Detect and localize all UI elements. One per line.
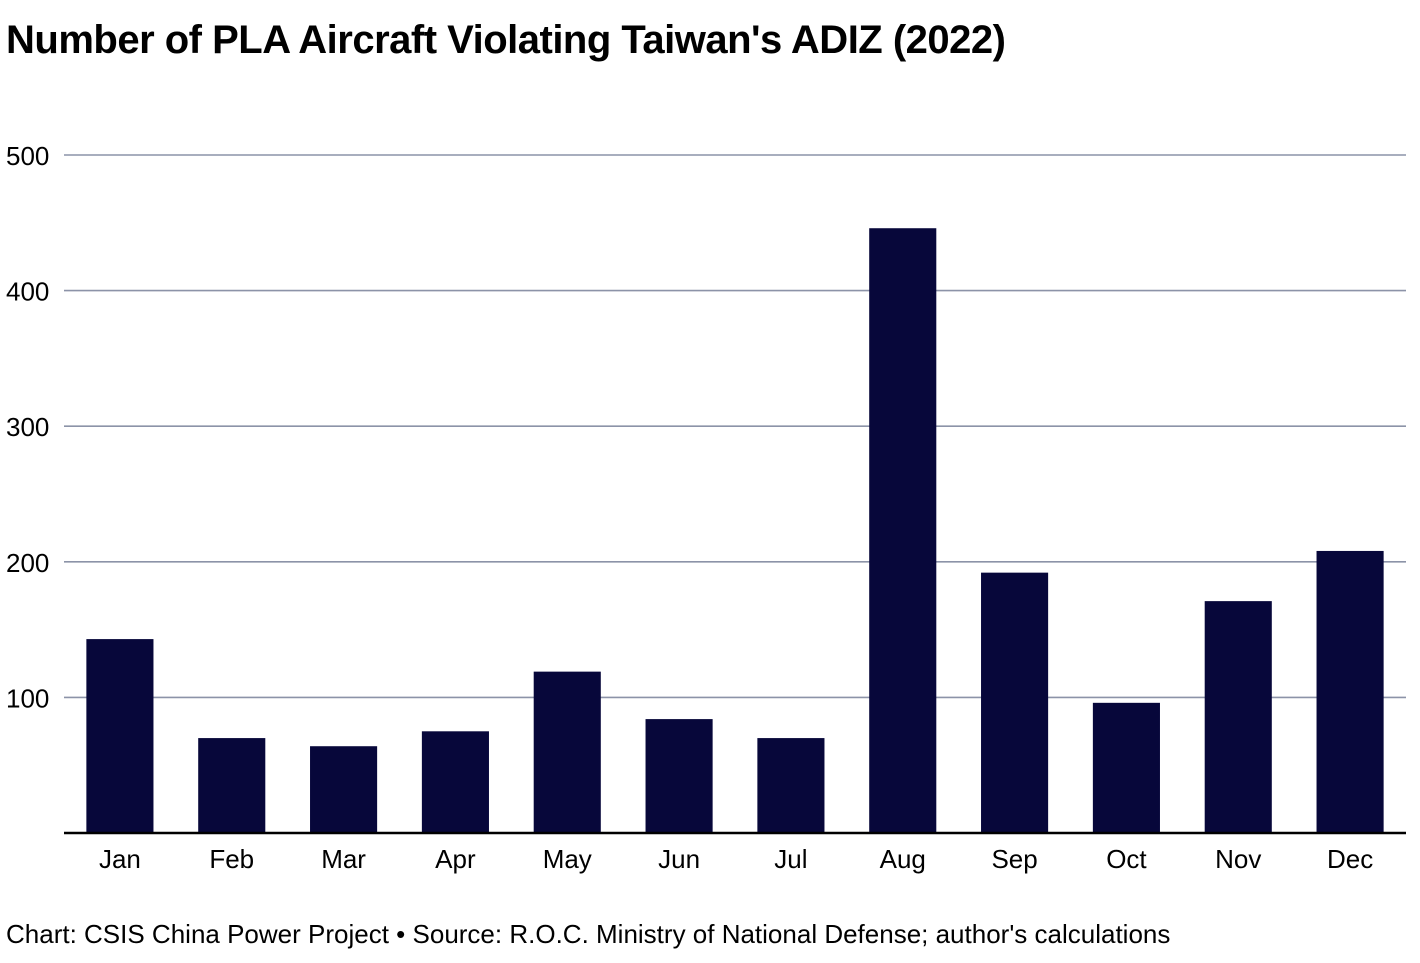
bar-apr (421, 731, 489, 833)
bar-may (533, 671, 601, 833)
x-axis-tick-labels: Jan Feb Mar Apr May Jun Jul Aug Sep Oct Nov Dec (99, 844, 1373, 874)
bar-nov (1204, 601, 1272, 833)
chart-footer: Chart: CSIS China Power Project • Source… (6, 919, 1170, 950)
bar-sep (981, 572, 1049, 833)
bar-feb (198, 738, 266, 833)
x-tick-label-mar: Mar (321, 844, 366, 874)
x-tick-label-dec: Dec (1327, 844, 1373, 874)
y-tick-label-100: 100 (6, 683, 49, 713)
x-tick-label-jul: Jul (774, 844, 807, 874)
x-tick-label-jan: Jan (99, 844, 141, 874)
bar-aug (869, 228, 937, 833)
source-note: Source: R.O.C. Ministry of National Defe… (412, 919, 1171, 949)
x-tick-label-apr: Apr (435, 844, 476, 874)
gridlines (64, 154, 1406, 699)
x-tick-label-may: May (543, 844, 592, 874)
chart-credit: Chart: CSIS China Power Project (6, 919, 389, 949)
y-tick-label-200: 200 (6, 548, 49, 578)
bar-oct (1092, 702, 1160, 833)
y-tick-label-500: 500 (6, 141, 49, 171)
x-tick-label-aug: Aug (880, 844, 926, 874)
y-axis-tick-labels: 100 200 300 400 500 (6, 141, 49, 713)
x-tick-label-nov: Nov (1215, 844, 1261, 874)
bar-jan (86, 639, 154, 833)
bar-dec (1316, 550, 1384, 833)
y-tick-label-400: 400 (6, 277, 49, 307)
x-tick-label-oct: Oct (1106, 844, 1147, 874)
bars (86, 228, 1384, 833)
y-tick-label-300: 300 (6, 412, 49, 442)
footer-separator: • (396, 919, 406, 949)
x-tick-label-feb: Feb (209, 844, 254, 874)
chart-title: Number of PLA Aircraft Violating Taiwan'… (6, 18, 1006, 62)
bar-jul (757, 738, 825, 833)
bar-mar (310, 746, 378, 833)
x-tick-label-jun: Jun (658, 844, 700, 874)
bar-jun (645, 719, 713, 833)
x-tick-label-sep: Sep (991, 844, 1037, 874)
